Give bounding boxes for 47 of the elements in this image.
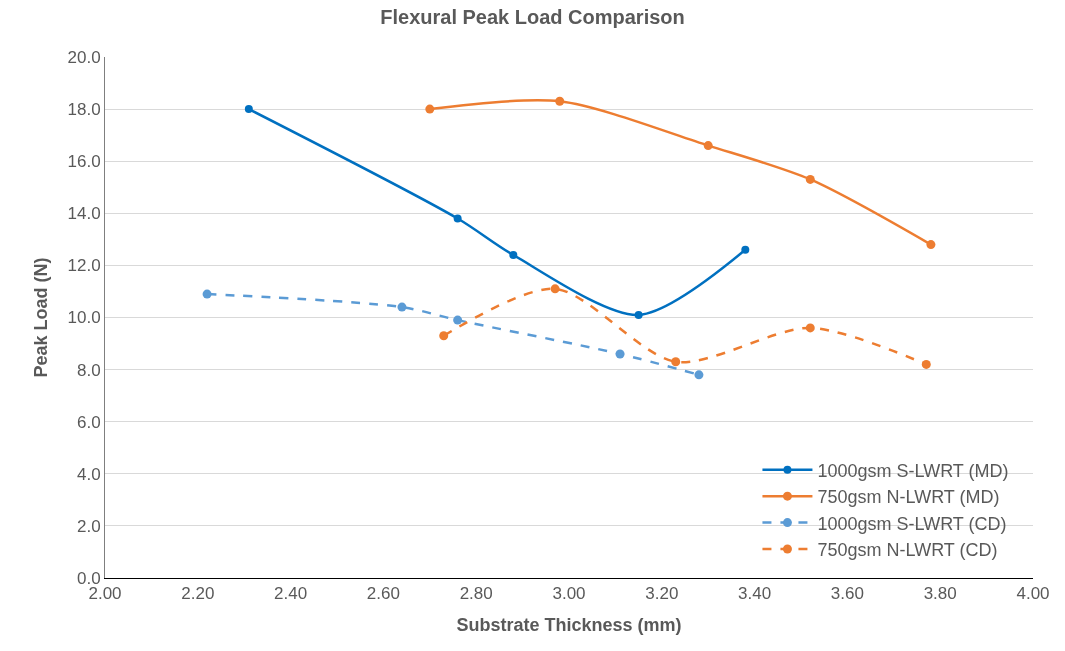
- y-tick-label: 16.0: [67, 152, 101, 172]
- legend-label: 1000gsm S-LWRT (CD): [817, 513, 1007, 534]
- x-tick-label: 3.20: [645, 584, 679, 604]
- point: [550, 284, 560, 294]
- point: [397, 302, 407, 312]
- x-tick-label: 3.00: [552, 584, 586, 604]
- legend-label: 1000gsm S-LWRT (MD): [817, 460, 1009, 481]
- y-tick-label: 12.0: [67, 256, 101, 276]
- y-tick-label: 2.0: [76, 516, 101, 536]
- point: [926, 240, 936, 250]
- point: [244, 105, 253, 114]
- point: [425, 104, 435, 114]
- point: [805, 323, 815, 333]
- x-tick-label: 4.00: [1016, 584, 1050, 604]
- y-tick-label: 14.0: [67, 204, 101, 224]
- point: [453, 214, 462, 223]
- x-tick-label: 3.80: [923, 584, 957, 604]
- y-tick-label: 8.0: [76, 360, 101, 380]
- legend-label: 750gsm N-LWRT (MD): [817, 487, 1000, 508]
- x-axis-title: Substrate Thickness (mm): [456, 614, 682, 635]
- point: [509, 250, 518, 259]
- point: [634, 310, 643, 319]
- legend-label: 750gsm N-LWRT (CD): [817, 540, 998, 560]
- y-tick-label: 6.0: [76, 412, 101, 432]
- x-tick-label: 2.20: [181, 584, 215, 604]
- point: [703, 141, 713, 151]
- y-axis-title: Peak Load (N): [30, 257, 51, 378]
- point: [805, 174, 815, 184]
- point: [439, 331, 449, 341]
- y-tick-label: 10.0: [67, 308, 101, 328]
- y-tick-label: 18.0: [67, 100, 101, 120]
- x-tick-label: 3.60: [830, 584, 864, 604]
- point: [694, 370, 704, 380]
- point: [453, 315, 463, 325]
- x-tick-label: 2.80: [459, 584, 493, 604]
- x-tick-label: 3.40: [738, 584, 772, 604]
- x-tick-label: 2.60: [366, 584, 400, 604]
- x-tick-label: 2.40: [274, 584, 308, 604]
- y-tick-label: 20.0: [67, 47, 101, 67]
- point: [671, 357, 681, 367]
- point: [202, 289, 212, 299]
- chart-title: Flexural Peak Load Comparison: [380, 5, 685, 28]
- y-tick-label: 4.0: [76, 464, 101, 484]
- point: [615, 349, 625, 359]
- point: [741, 245, 750, 254]
- point: [555, 96, 565, 106]
- point: [921, 359, 931, 369]
